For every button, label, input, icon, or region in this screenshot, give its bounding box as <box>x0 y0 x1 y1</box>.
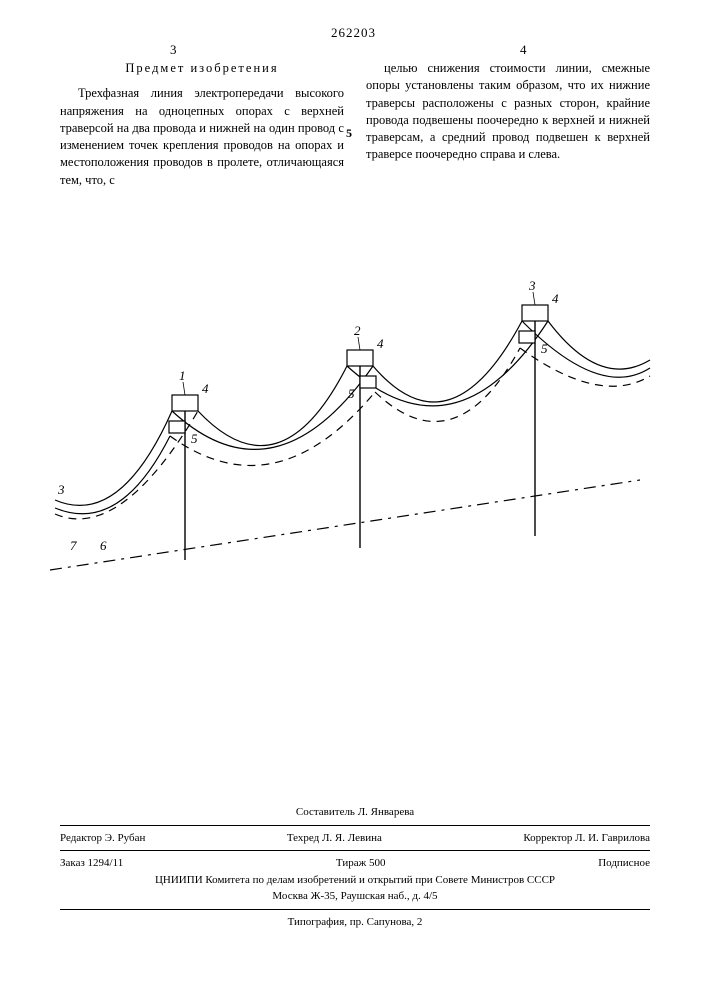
editor: Редактор Э. Рубан <box>60 830 145 847</box>
svg-text:2: 2 <box>354 323 361 338</box>
svg-text:5: 5 <box>348 386 355 401</box>
claim-left: Трехфазная линия электропередачи высоког… <box>60 85 344 189</box>
divider <box>60 850 650 851</box>
section-heading: Предмет изобретения <box>60 60 344 77</box>
corrector: Корректор Л. И. Гаврилова <box>523 830 650 847</box>
svg-text:4: 4 <box>202 381 209 396</box>
column-number-left: 3 <box>170 42 177 58</box>
order: Заказ 1294/11 <box>60 855 123 872</box>
typography: Типография, пр. Сапунова, 2 <box>60 914 650 931</box>
org: ЦНИИПИ Комитета по делам изобретений и о… <box>60 872 650 889</box>
credits-row-2: Заказ 1294/11 Тираж 500 Подписное <box>60 855 650 872</box>
composer: Составитель Л. Январева <box>60 804 650 821</box>
credits-block: Составитель Л. Январева Редактор Э. Руба… <box>60 804 650 930</box>
tirazh: Тираж 500 <box>336 855 386 872</box>
column-number-right: 4 <box>520 42 527 58</box>
credits-row-1: Редактор Э. Рубан Техред Л. Я. Левина Ко… <box>60 830 650 847</box>
left-column: Предмет изобретения Трехфазная линия эле… <box>60 60 344 189</box>
right-column: целью снижения стоимости линии, смежные … <box>366 60 650 189</box>
svg-text:3: 3 <box>57 482 65 497</box>
claim-left-text: Трехфазная линия электропередачи высоког… <box>60 86 344 186</box>
svg-text:3: 3 <box>528 278 536 293</box>
address: Москва Ж-35, Раушская наб., д. 4/5 <box>60 888 650 905</box>
svg-text:4: 4 <box>552 291 559 306</box>
text-columns: Предмет изобретения Трехфазная линия эле… <box>60 60 650 189</box>
patent-figure: 1 4 5 2 4 5 3 4 5 3 6 7 <box>40 250 660 600</box>
patent-number: 262203 <box>0 25 707 41</box>
svg-text:5: 5 <box>541 341 548 356</box>
techred: Техред Л. Я. Левина <box>287 830 382 847</box>
divider <box>60 825 650 826</box>
svg-text:7: 7 <box>70 538 77 553</box>
claim-right: целью снижения стоимости линии, смежные … <box>366 60 650 164</box>
svg-text:4: 4 <box>377 336 384 351</box>
svg-text:5: 5 <box>191 431 198 446</box>
claim-right-text: целью снижения стоимости линии, смежные … <box>366 61 650 161</box>
divider <box>60 909 650 910</box>
svg-text:6: 6 <box>100 538 107 553</box>
podpisnoe: Подписное <box>598 855 650 872</box>
svg-text:1: 1 <box>179 368 186 383</box>
